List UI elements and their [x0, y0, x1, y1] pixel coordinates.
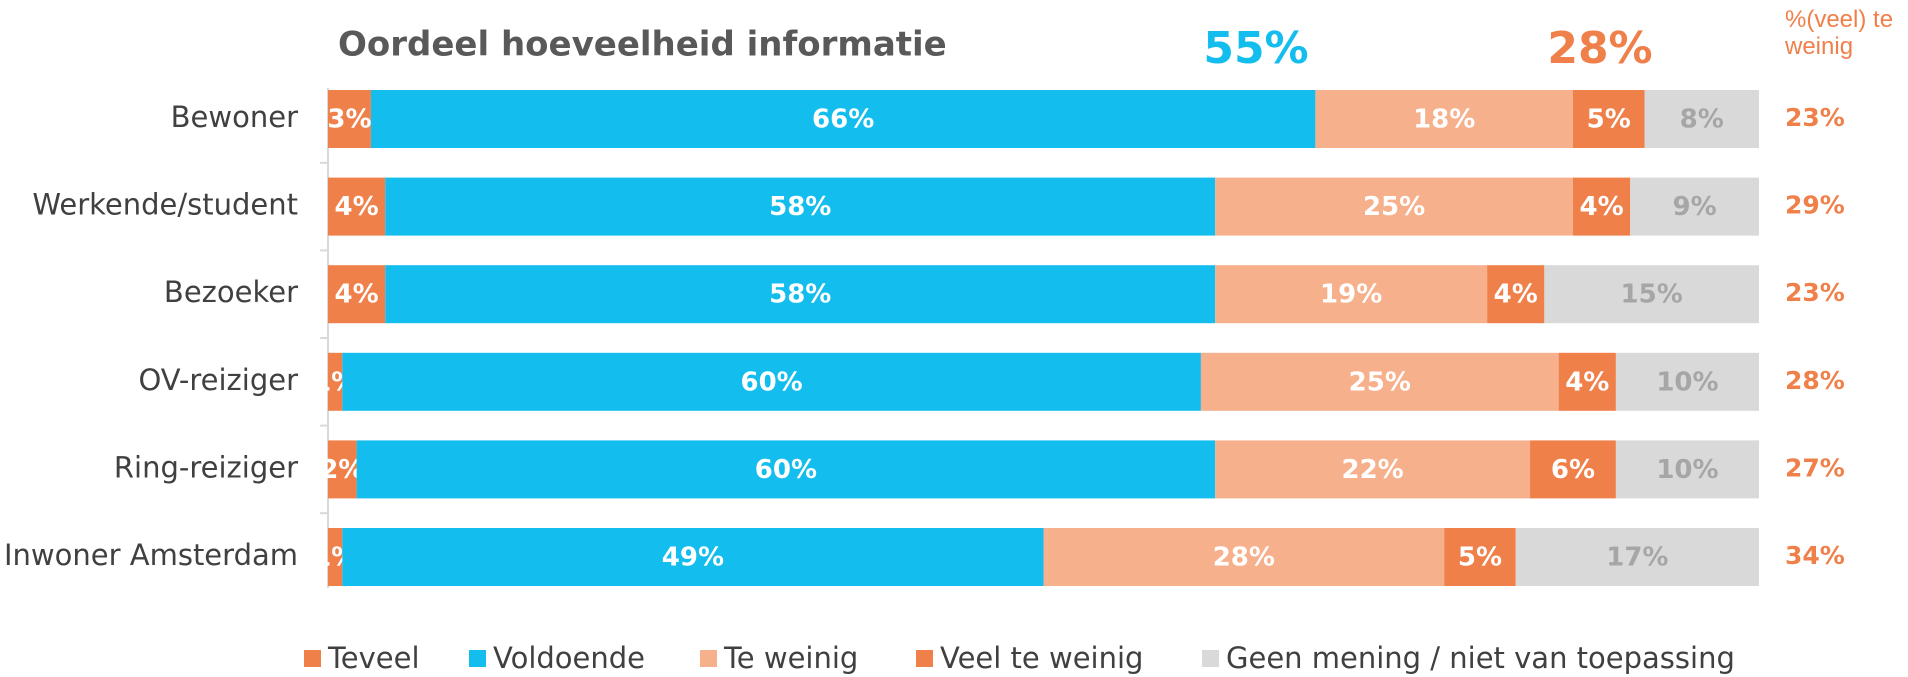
- value-label: 25%: [1363, 192, 1425, 222]
- legend-swatch: [1202, 650, 1219, 667]
- value-label: 8%: [1680, 105, 1724, 135]
- value-label: 22%: [1342, 455, 1404, 485]
- value-label: 5%: [1458, 543, 1502, 573]
- category-label: Ring-reiziger: [114, 450, 298, 484]
- value-label: 58%: [769, 280, 831, 310]
- legend-label: Geen mening / niet van toepassing: [1226, 641, 1735, 675]
- value-label: 60%: [740, 367, 802, 397]
- value-label: 4%: [1580, 192, 1624, 222]
- legend-label: Veel te weinig: [940, 641, 1143, 675]
- summary-value: 23%: [1785, 278, 1845, 307]
- bar-segment: [328, 90, 371, 148]
- value-label: 4%: [1494, 280, 1538, 310]
- legend-label: Te weinig: [723, 641, 858, 675]
- bar-segment: [385, 265, 1216, 324]
- chart-title: Oordeel hoeveelheid informatie: [338, 25, 947, 65]
- value-label: 18%: [1413, 105, 1475, 135]
- bar-segment: [1572, 90, 1645, 148]
- category-label: Inwoner Amsterdam: [4, 538, 298, 572]
- bar-segment: [1487, 265, 1545, 324]
- bar-segment: [1558, 352, 1616, 411]
- value-label: 25%: [1349, 367, 1411, 397]
- legend-swatch: [700, 650, 717, 667]
- category-label: OV-reiziger: [138, 363, 298, 397]
- summary-value: 34%: [1785, 541, 1845, 570]
- legend-label: Teveel: [327, 641, 420, 675]
- bar-segment: [1315, 90, 1573, 148]
- value-label: 19%: [1320, 280, 1382, 310]
- bar-segment: [1444, 528, 1516, 586]
- legend-swatch: [916, 650, 933, 667]
- value-label: 4%: [335, 280, 379, 310]
- value-label: 58%: [769, 192, 831, 222]
- bar-segment: [1544, 265, 1759, 324]
- summary-value: 29%: [1785, 191, 1845, 220]
- value-label: 10%: [1656, 367, 1718, 397]
- bar-segment: [328, 177, 386, 236]
- annotation: 28%: [1547, 23, 1652, 74]
- value-label: 9%: [1673, 192, 1717, 222]
- summary-title: %(veel) te weinig: [1785, 6, 1894, 60]
- value-label: 4%: [1565, 367, 1609, 397]
- value-label: 5%: [1587, 105, 1631, 135]
- value-label: 60%: [755, 455, 817, 485]
- value-label: 28%: [1213, 543, 1275, 573]
- annotation: 55%: [1203, 23, 1308, 74]
- bar-segment: [328, 352, 343, 411]
- bar-segment: [1615, 352, 1759, 411]
- category-label: Bewoner: [171, 100, 298, 134]
- bar-segment: [328, 440, 357, 499]
- bar-segment: [342, 352, 1201, 411]
- legend-label: Voldoende: [493, 641, 645, 675]
- value-label: 6%: [1551, 455, 1595, 485]
- bar-segment: [1615, 440, 1759, 499]
- bar-segment: [1630, 177, 1759, 236]
- value-label: 3%: [327, 105, 371, 135]
- legend-swatch: [304, 650, 321, 667]
- bar-segment: [1215, 440, 1531, 499]
- category-label: Bezoeker: [164, 275, 298, 309]
- bar-segment: [356, 440, 1216, 499]
- value-label: 49%: [662, 543, 724, 573]
- value-label: 17%: [1606, 543, 1668, 573]
- bar-segment: [1644, 90, 1759, 148]
- bar-segment: [342, 528, 1044, 586]
- bar-segment: [328, 265, 386, 324]
- value-label: 66%: [812, 105, 874, 135]
- summary-value: 28%: [1785, 366, 1845, 395]
- bar-segment: [370, 90, 1316, 148]
- bar-segment: [1215, 177, 1573, 236]
- bar-segment: [1043, 528, 1445, 586]
- bar-segment: [1515, 528, 1759, 586]
- value-label: 4%: [335, 192, 379, 222]
- bar-segment: [1215, 265, 1488, 324]
- category-label: Werkende/student: [32, 188, 298, 222]
- value-label: 15%: [1621, 280, 1683, 310]
- summary-value: 23%: [1785, 103, 1845, 132]
- bar-segment: [1200, 352, 1559, 411]
- legend-swatch: [469, 650, 486, 667]
- bar-segment: [1530, 440, 1616, 499]
- bar-segment: [328, 528, 343, 586]
- summary-value: 27%: [1785, 453, 1845, 482]
- value-label: 10%: [1656, 455, 1718, 485]
- bar-segment: [1572, 177, 1631, 236]
- bar-segment: [385, 177, 1216, 236]
